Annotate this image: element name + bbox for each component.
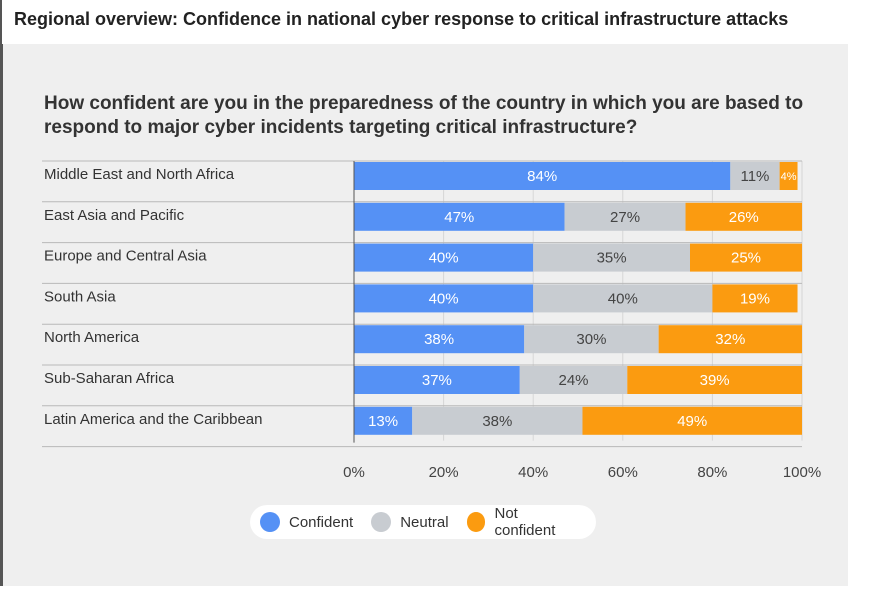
data-label: 38% [424,331,454,348]
data-label: 35% [597,250,627,267]
bar-segment [627,366,802,394]
legend-label: Neutral [400,513,449,531]
bar-segment [524,325,659,354]
category-label: Latin America and the Caribbean [44,411,262,428]
bar-segment [354,284,534,313]
data-label: 27% [610,209,640,226]
data-label: 84% [527,168,557,185]
bar-segment [685,202,802,231]
data-label: 24% [559,372,589,389]
bar-segment [533,243,690,272]
category-label: Middle East and North Africa [44,166,235,183]
legend-swatch [371,512,392,532]
chart-title: How confident are you in the preparednes… [44,93,804,138]
data-label: 40% [429,250,459,267]
data-label: 38% [482,413,512,430]
bar-segment [412,406,583,435]
legend-item: Confident [260,512,353,532]
x-tick-label: 0% [343,464,365,481]
x-tick-label: 100% [783,464,821,481]
bar-segment [354,406,413,435]
data-label: 37% [422,372,452,389]
chart-panel [0,44,848,586]
data-label: 11% [740,168,769,185]
category-label: South Asia [44,288,116,305]
data-label: 30% [576,331,606,348]
data-label: 26% [729,209,759,226]
chart-legend: Confident Neutral Not confident [250,505,596,539]
bar-segment [564,202,686,231]
bar-segment [354,325,525,354]
data-label: 49% [677,413,707,430]
bar-segment [658,325,802,354]
data-label: 13% [368,413,398,430]
bar-segment [712,284,798,313]
legend-item: Not confident [466,505,578,539]
bar-segment [354,366,520,394]
data-label: 19% [740,290,770,307]
data-label: 32% [715,331,745,348]
bar-segment [354,243,534,272]
bar-segment [730,162,780,190]
x-tick-label: 20% [429,464,459,481]
data-label: 47% [444,209,474,226]
x-tick-label: 80% [697,464,727,481]
legend-swatch [260,512,280,532]
bar-segment [354,202,565,231]
bar-segment [519,366,628,394]
x-tick-label: 40% [518,464,548,481]
page-title: Regional overview: Confidence in nationa… [0,0,855,44]
category-label: Europe and Central Asia [44,248,207,265]
bar-segment [582,406,802,435]
legend-item: Neutral [371,512,449,532]
data-label: 40% [608,290,638,307]
bar-segment [690,243,802,272]
data-label: 4% [781,171,797,183]
x-tick-label: 60% [608,464,638,481]
data-label: 25% [731,250,761,267]
legend-swatch [466,512,486,532]
legend-label: Confident [289,513,354,531]
data-label: 40% [429,290,459,307]
legend-label: Not confident [494,505,556,539]
data-label: 39% [700,372,730,389]
category-label: East Asia and Pacific [44,207,185,224]
bar-segment [779,162,798,190]
bar-segment [533,284,713,313]
bar-segment [354,162,731,190]
category-label: North America [44,329,140,346]
category-label: Sub-Saharan Africa [44,370,175,387]
